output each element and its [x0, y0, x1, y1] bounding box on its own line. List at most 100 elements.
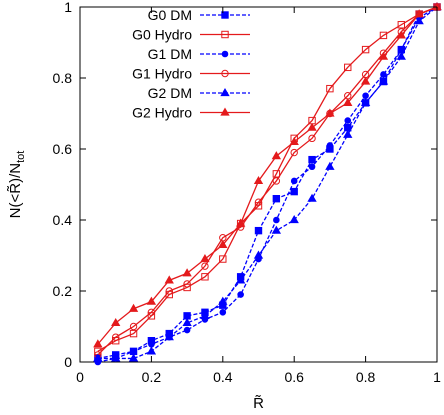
series-line	[97, 6, 438, 360]
legend-item: G1 DM	[148, 46, 250, 62]
data-point	[360, 76, 371, 85]
data-point	[218, 239, 228, 248]
x-tick-label: 0.6	[284, 369, 304, 385]
x-axis-label: R̃	[253, 395, 264, 412]
legend-label: G0 Hydro	[132, 27, 192, 43]
data-point	[361, 45, 370, 54]
legend-marker	[221, 11, 229, 19]
x-tick-label: 0.8	[356, 369, 376, 385]
x-tick-label: 1	[433, 369, 441, 385]
plot-frame	[79, 6, 438, 363]
data-point	[112, 333, 120, 341]
data-point	[146, 346, 157, 355]
data-point	[379, 31, 388, 40]
series-line	[97, 6, 438, 363]
data-point	[272, 170, 281, 178]
series-g2-dm	[93, 1, 442, 362]
legend-item: G0 Hydro	[132, 27, 250, 43]
legend-item: G0 DM	[148, 7, 250, 23]
x-tick-label: 0.2	[142, 369, 162, 385]
data-point	[182, 268, 192, 277]
legend-marker	[220, 87, 230, 97]
series-g1-hydro	[94, 3, 441, 359]
legend-marker	[221, 69, 229, 78]
legend-label: G2 DM	[148, 85, 192, 101]
data-point	[235, 218, 246, 227]
data-point	[307, 193, 317, 202]
data-point	[325, 161, 335, 170]
data-point	[308, 134, 316, 143]
legend-item: G1 Hydro	[132, 66, 250, 82]
data-point	[129, 322, 138, 331]
y-tick-label: 0.6	[53, 141, 73, 157]
legend-item: G2 Hydro	[132, 105, 250, 121]
data-point	[378, 51, 389, 60]
data-point	[219, 309, 227, 316]
data-point	[111, 353, 121, 362]
legend: G0 DM G0 Hydro G1 DM G1 Hydro G2 DM G2 Hydro	[132, 7, 250, 121]
data-point	[165, 287, 173, 295]
data-point	[308, 163, 316, 171]
data-point	[111, 317, 121, 327]
data-point	[147, 308, 156, 316]
data-point	[396, 51, 406, 60]
y-tick-label: 0.8	[53, 70, 73, 86]
data-point	[271, 151, 282, 160]
data-point	[201, 273, 209, 281]
data-point	[290, 177, 298, 185]
data-point	[130, 348, 137, 355]
legend-item: G2 DM	[148, 85, 250, 101]
y-axis-label-sub: tot	[15, 151, 27, 163]
data-point	[129, 329, 138, 338]
data-point	[414, 9, 424, 18]
data-point	[235, 275, 246, 284]
data-point	[344, 63, 352, 72]
x-tick-label: 0	[76, 369, 84, 385]
data-point	[362, 92, 369, 100]
data-point	[237, 291, 244, 298]
data-point	[308, 155, 316, 164]
y-tick-label: 0.2	[53, 283, 73, 299]
data-point	[396, 30, 406, 39]
data-point	[183, 280, 191, 288]
data-point	[128, 303, 139, 312]
data-point	[164, 332, 174, 341]
series-g0-hydro	[94, 3, 441, 356]
data-point	[325, 108, 335, 117]
y-tick-label: 0	[64, 354, 72, 370]
data-point	[378, 76, 389, 85]
data-point	[272, 195, 281, 203]
series-g0-dm	[94, 3, 441, 363]
data-point	[253, 250, 264, 259]
y-tick-label: 0.4	[53, 212, 73, 228]
data-point	[183, 326, 191, 334]
data-point	[326, 84, 334, 93]
data-point	[254, 226, 263, 235]
data-point	[289, 136, 299, 145]
y-axis-label: N(<R̃)/Ntot	[7, 151, 27, 219]
data-point	[343, 129, 353, 138]
legend-marker	[221, 30, 229, 39]
legend-marker	[221, 50, 229, 58]
data-point	[219, 255, 227, 263]
data-point	[200, 310, 210, 319]
data-point	[290, 187, 298, 196]
data-point	[93, 339, 103, 348]
data-point	[200, 254, 210, 263]
data-point	[344, 117, 352, 124]
data-point	[380, 71, 387, 78]
data-point	[397, 21, 406, 29]
series-layer	[93, 1, 442, 366]
data-point	[326, 142, 334, 149]
legend-label: G1 Hydro	[132, 66, 192, 82]
legend-label: G1 DM	[148, 46, 192, 62]
data-point	[289, 214, 299, 224]
data-point	[218, 296, 228, 305]
y-axis-label-main: N(<R̃)/N	[7, 163, 24, 218]
legend-marker	[220, 107, 230, 116]
series-g2-hydro	[93, 1, 442, 348]
data-point	[272, 177, 281, 185]
x-tick-label: 0.4	[213, 369, 233, 385]
data-point	[146, 296, 157, 305]
